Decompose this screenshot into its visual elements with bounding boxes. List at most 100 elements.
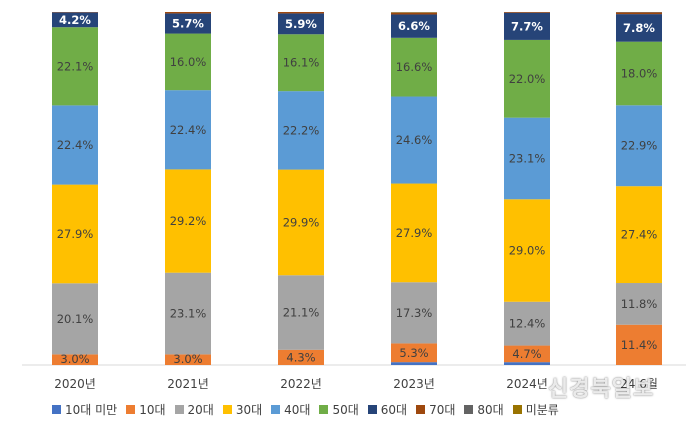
bar-segment <box>616 41 662 106</box>
watermark-text: 신경북일보 <box>548 377 655 402</box>
legend-label: 60대 <box>380 402 408 417</box>
x-tick-labels-layer: 2020년 2021년 2022년 2023년 2024년 24.6월 <box>54 377 658 391</box>
bar-segment <box>165 12 211 14</box>
bar-segment <box>504 362 550 365</box>
legend-swatch <box>416 404 426 414</box>
bar-segment <box>278 91 324 170</box>
data-label: 3.0% <box>173 352 202 366</box>
bar-segment <box>391 14 437 38</box>
bar-segment <box>278 169 324 276</box>
data-label: 27.9% <box>57 227 94 241</box>
data-label: 5.9% <box>285 17 317 31</box>
x-tick-label: 2021년 <box>167 377 209 391</box>
bar-segment <box>616 324 662 365</box>
bar-segment <box>504 345 550 363</box>
legend-swatch <box>126 404 136 414</box>
data-label: 21.1% <box>283 306 320 320</box>
bar-segment <box>165 90 211 170</box>
bar-segment <box>165 13 211 34</box>
legend-swatch <box>319 404 329 414</box>
x-tick-label: 2024년 <box>506 377 548 391</box>
legend-label: 70대 <box>429 402 456 417</box>
legend-item: 40대 <box>271 401 310 418</box>
bar-segment <box>391 362 437 365</box>
bar-segment <box>52 283 98 355</box>
bar-segment <box>504 199 550 302</box>
legend-item: 10대 <box>126 401 166 418</box>
data-label: 27.9% <box>396 226 433 240</box>
data-label: 16.0% <box>170 55 207 69</box>
data-label: 4.2% <box>59 13 91 27</box>
bar-segment <box>504 117 550 200</box>
data-label: 7.7% <box>511 19 543 33</box>
data-label: 7.8% <box>623 21 655 35</box>
bar-segment <box>52 27 98 106</box>
bar-segment <box>616 283 662 325</box>
data-label: 5.7% <box>172 16 204 30</box>
data-label: 12.4% <box>509 317 546 331</box>
data-label: 29.9% <box>283 215 320 229</box>
legend-label: 10대 <box>139 402 166 417</box>
legend-swatch <box>222 404 232 414</box>
data-label: 22.0% <box>509 72 546 86</box>
legend-swatch <box>367 404 377 414</box>
legend-item: 50대 <box>319 401 359 418</box>
bar-segment <box>504 301 550 346</box>
data-label: 22.4% <box>57 138 94 152</box>
data-label: 6.6% <box>398 19 430 33</box>
bar-segment <box>52 184 98 284</box>
data-label: 18.0% <box>621 66 658 80</box>
x-tick-label: 2020년 <box>54 377 96 391</box>
bar-segment <box>391 343 437 363</box>
data-label: 11.4% <box>621 338 658 352</box>
bar-segment <box>616 186 662 284</box>
legend-label: 미분류 <box>525 402 559 417</box>
bar-segment <box>52 105 98 185</box>
bar-segment <box>278 13 324 35</box>
bar-segment <box>391 282 437 344</box>
bar-segment <box>165 354 211 365</box>
data-label: 24.6% <box>396 133 433 147</box>
bar-segment <box>504 39 550 118</box>
data-label: 4.7% <box>512 347 541 361</box>
legend-item: 70대 <box>416 401 455 418</box>
legend-item: 미분류 <box>512 401 559 418</box>
data-label: 29.0% <box>509 244 546 258</box>
data-label: 22.1% <box>57 59 94 73</box>
x-tick-label: 2022년 <box>280 377 322 391</box>
legend-label: 20대 <box>187 402 214 417</box>
legend-swatch <box>464 404 474 414</box>
data-label: 5.3% <box>399 346 428 360</box>
data-label: 22.2% <box>283 123 320 137</box>
data-label: 11.8% <box>621 297 658 311</box>
data-label: 22.4% <box>170 123 207 137</box>
legend-label: 30대 <box>235 402 263 417</box>
legend-swatch <box>271 404 281 414</box>
legend-item: 80대 <box>464 401 504 418</box>
legend-swatch <box>174 404 184 414</box>
bar-segment <box>278 34 324 92</box>
bar-segment <box>165 272 211 355</box>
data-label: 20.1% <box>57 312 94 326</box>
bar-segment <box>616 12 662 15</box>
x-tick-label: 2023년 <box>393 377 435 391</box>
data-label: 3.0% <box>60 352 89 366</box>
bar-segment <box>165 33 211 91</box>
bar-segment <box>278 275 324 350</box>
data-label: 22.9% <box>621 139 658 153</box>
bar-segment <box>52 354 98 365</box>
bar-segment <box>391 37 437 97</box>
data-label: 16.6% <box>396 60 433 74</box>
legend-item: 10대 미만 <box>52 401 117 418</box>
bars-layer <box>52 12 662 365</box>
data-label: 27.4% <box>621 228 658 242</box>
legend-swatch <box>52 404 61 414</box>
legend-label: 80대 <box>477 402 504 417</box>
legend-label: 10대 미만 <box>65 402 118 417</box>
legend: 10대 미만 10대 20대 30대 40대 50대 60대 70대 80대 미분류 <box>52 399 682 419</box>
legend-swatch <box>512 404 522 414</box>
legend-item: 60대 <box>367 401 408 418</box>
bar-segment <box>391 12 437 15</box>
data-labels-layer: 3.0% 20.1% 27.9% 22.4% 22.1% 4.2% 3.0% 23.1% 29.… <box>57 13 658 366</box>
